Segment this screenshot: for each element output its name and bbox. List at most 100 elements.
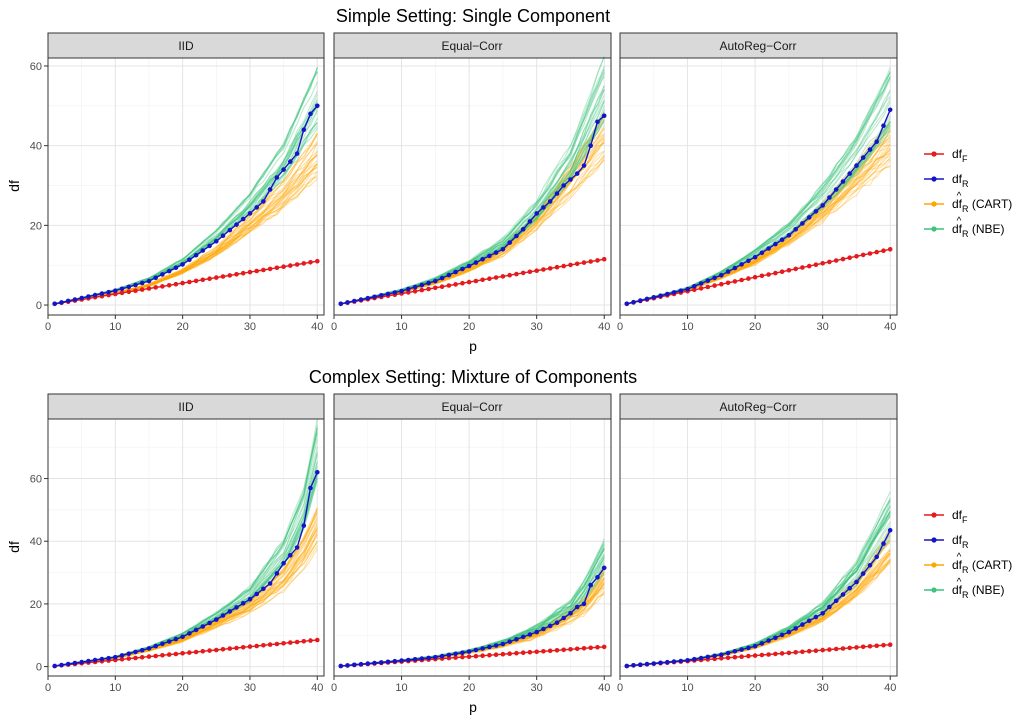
series-df-f-point (595, 645, 600, 650)
panel-border (333, 418, 612, 677)
series-df-f-point (207, 648, 212, 653)
legend-item: dfR (NBE)^ (924, 216, 1005, 239)
legend-label-subscript: R (962, 540, 969, 550)
series-df-r-point (473, 647, 479, 653)
series-df-r-point (385, 659, 391, 665)
series-df-f-point (806, 648, 812, 654)
series-df-f-point (308, 638, 313, 643)
series-df-f-point (833, 258, 839, 263)
series-df-r-point (446, 652, 452, 658)
panel-iid: IID 0 10 20 30 40 0 20 40 60 (30, 393, 325, 694)
series-df-r-point (214, 239, 219, 244)
series-df-r-point (281, 560, 286, 566)
series-df-f-point (692, 287, 697, 293)
series-df-f-point (514, 650, 519, 656)
series-df-r-point (568, 611, 573, 616)
series-df-r-point (746, 645, 751, 651)
series-df-f-point (500, 274, 506, 279)
series-df-r-point (800, 622, 805, 627)
series-df-r-point (534, 211, 539, 216)
series-df-r-point (345, 663, 350, 668)
series-df-r-point (820, 203, 825, 208)
series-cart-simulation (54, 545, 318, 667)
series-df-f-line (54, 260, 318, 305)
plot-background (334, 419, 611, 676)
series-df-f-point (561, 263, 566, 269)
series-df-f-point (220, 647, 226, 652)
series-df-r-point (493, 250, 499, 255)
series-df-f-point (534, 268, 539, 274)
series-df-f-point (466, 279, 472, 285)
legend-label: dfR (952, 172, 969, 189)
series-df-r-point (581, 163, 587, 168)
series-df-r-line (340, 115, 605, 305)
series-df-f-point (453, 282, 458, 287)
series-df-r-point (725, 269, 731, 274)
series-df-f-point (274, 265, 280, 271)
series-cart-simulation (54, 150, 318, 305)
series-df-r-point (514, 233, 519, 239)
legend-item: dfF (924, 508, 968, 525)
series-nbe-simulation (340, 69, 605, 305)
strip-background (47, 32, 325, 59)
series-df-r-point (173, 265, 179, 271)
series-df-f-point (887, 247, 893, 252)
series-df-r-point (547, 199, 553, 204)
series-df-f-point (507, 272, 512, 278)
series-df-f-point (315, 258, 320, 264)
series-cart-simulation (626, 143, 891, 305)
series-df-f-point (581, 260, 587, 265)
series-nbe-simulation (340, 65, 605, 305)
series-df-r-point (705, 654, 711, 660)
series-df-r-point (133, 649, 138, 655)
series-df-r-point (153, 275, 158, 281)
series-df-r-point (433, 654, 438, 660)
series-df-f-point (301, 261, 307, 266)
series-df-f-point (453, 655, 458, 660)
series-df-r-point (527, 632, 533, 637)
series-df-r-point (365, 295, 371, 301)
legend-label-subscript: R (962, 565, 969, 575)
series-df-r-point (671, 659, 677, 664)
legend-label-subscript: R (962, 204, 969, 214)
series-df-r-point (207, 243, 212, 249)
series-df-f-line (626, 248, 891, 305)
series-df-r (338, 113, 607, 307)
series-df-r-point (773, 241, 778, 247)
series-nbe-simulation (340, 89, 605, 305)
series-df-r-point (466, 649, 472, 654)
series-df-r-point (493, 643, 499, 648)
series-df-r-point (601, 565, 607, 571)
series-df-r-point (561, 615, 566, 621)
series-df-r-point (234, 605, 239, 610)
series-df-f-point (261, 267, 266, 273)
series-df-r-point (800, 221, 805, 226)
series-df-r-point (739, 647, 744, 652)
series-df-r-point (725, 650, 731, 656)
series-df-r-point (678, 658, 684, 664)
legend-item: dfR (NBE)^ (924, 577, 1005, 600)
series-df-r-point (261, 586, 266, 592)
series-df-r-point (561, 183, 566, 188)
series-df-r-line (626, 109, 891, 305)
series-df-r-point (406, 657, 411, 663)
series-df-f-point (786, 650, 792, 656)
series-cart-simulation (54, 140, 318, 305)
series-df-f-point (240, 270, 246, 276)
series-df-r-point (99, 656, 105, 662)
series-df-f-point (281, 641, 286, 646)
x-tick-label: 0 (331, 321, 337, 333)
series-df-f-point (739, 277, 744, 283)
series-df-r-point (227, 227, 233, 233)
series-df-r-point (887, 107, 893, 113)
series-df-f-point (220, 274, 226, 279)
legend-label-main: df (952, 197, 963, 211)
series-df-r-point (554, 620, 560, 625)
series-df-f-point (473, 278, 479, 284)
series-df-f-point (833, 646, 839, 652)
strip-background (619, 393, 898, 420)
panel-border (333, 57, 612, 316)
series-df-f-point (874, 643, 879, 649)
series-df-f-point (146, 286, 152, 291)
series-df-r (624, 528, 893, 669)
